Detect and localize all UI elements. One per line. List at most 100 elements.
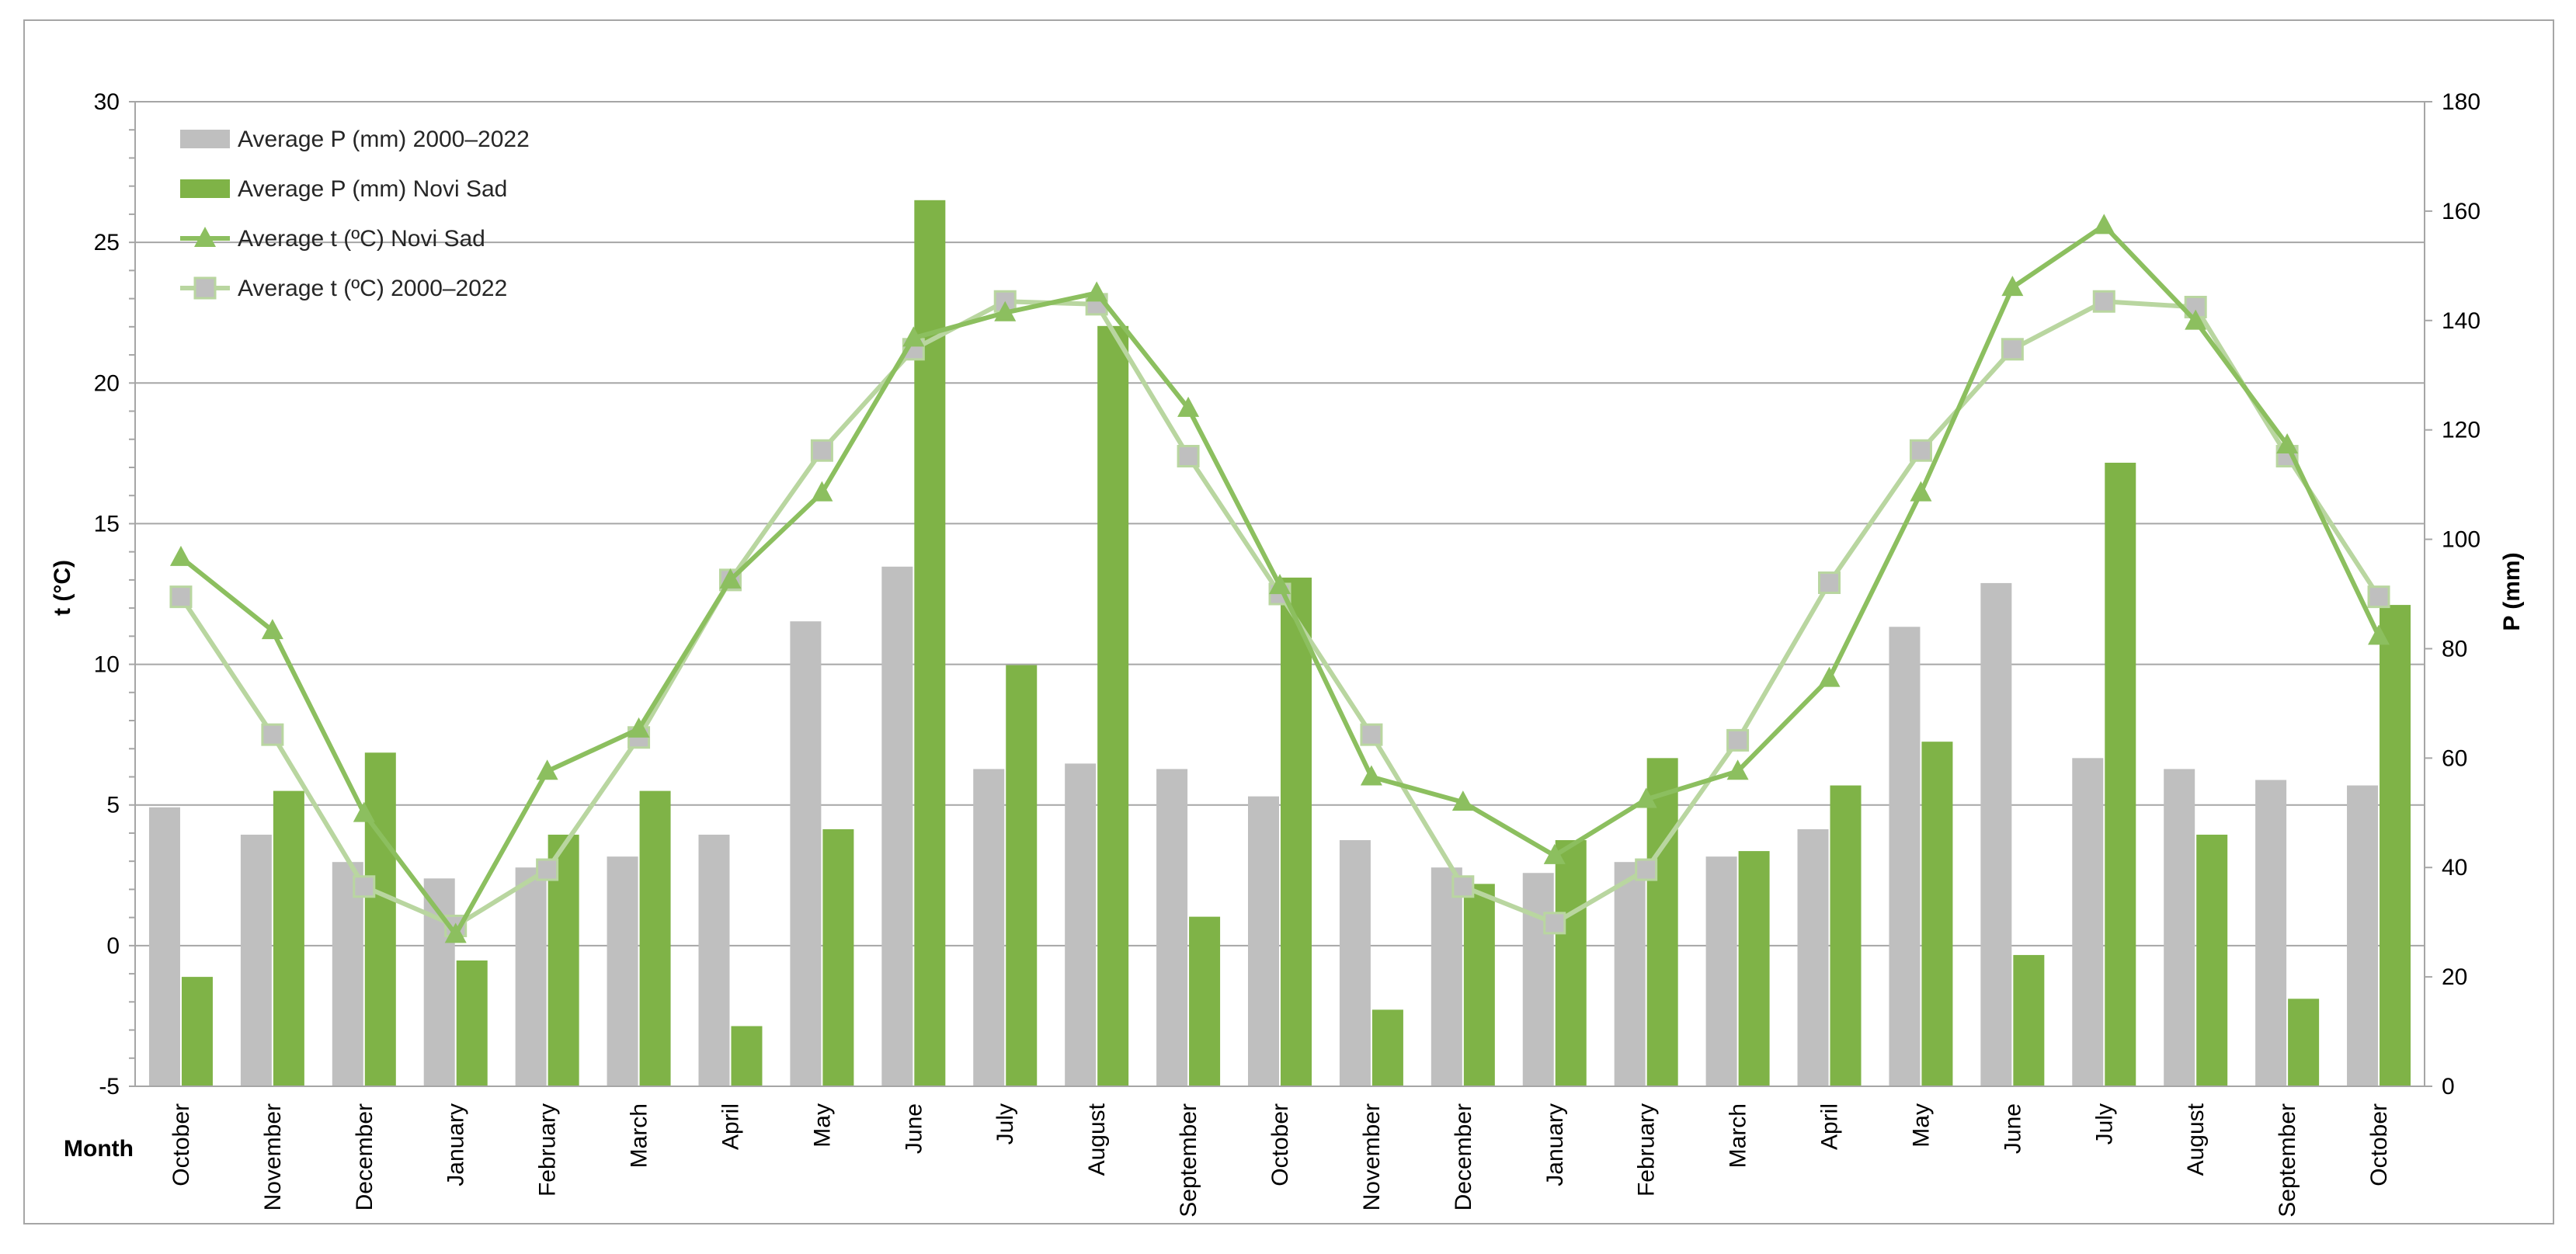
legend-label: Average t (ºC) 2000–2022 (238, 276, 507, 301)
y-right-tick-label: 20 (2442, 964, 2467, 990)
x-tick-label: October (169, 1103, 194, 1186)
bar-p-novi-sad (1371, 1009, 1403, 1086)
bar-p-2000-2022 (790, 621, 822, 1086)
point-t-novi-sad (169, 545, 192, 566)
point-t-novi-sad (1635, 787, 1657, 808)
bar-p-2000-2022 (515, 867, 547, 1086)
point-t-2000-2022 (1360, 723, 1383, 746)
bar-p-2000-2022 (2164, 769, 2195, 1086)
bar-p-novi-sad (1097, 325, 1129, 1086)
x-tick-label: May (1908, 1103, 1934, 1148)
bar-p-novi-sad (1555, 840, 1587, 1086)
point-t-2000-2022 (810, 439, 833, 462)
point-t-novi-sad (994, 300, 1017, 321)
point-t-2000-2022 (1635, 858, 1658, 881)
x-tick-label: July (993, 1103, 1018, 1145)
x-tick-label: April (718, 1103, 743, 1150)
point-t-novi-sad (536, 759, 558, 780)
bar-p-novi-sad (2105, 462, 2136, 1086)
point-t-novi-sad (2368, 624, 2390, 645)
point-t-2000-2022 (261, 723, 284, 746)
bar-p-2000-2022 (607, 856, 638, 1086)
legend-swatch (180, 130, 230, 148)
point-t-2000-2022 (1543, 912, 1566, 935)
bar-p-novi-sad (731, 1026, 763, 1086)
point-t-novi-sad (811, 481, 833, 502)
point-t-novi-sad (1177, 396, 1200, 417)
point-t-2000-2022 (1818, 571, 1841, 595)
bar-p-novi-sad (2288, 999, 2320, 1086)
bar-p-novi-sad (1006, 665, 1038, 1086)
bar-p-novi-sad (2196, 834, 2228, 1086)
point-t-novi-sad (444, 922, 467, 943)
bar-p-2000-2022 (1705, 856, 1737, 1086)
bar-p-novi-sad (1830, 785, 1862, 1086)
bar-p-novi-sad (639, 790, 671, 1086)
x-tick-label: October (1267, 1103, 1293, 1186)
bar-p-novi-sad (2380, 605, 2411, 1086)
bar-p-novi-sad (1189, 916, 1221, 1086)
bar-p-novi-sad (1921, 742, 1953, 1086)
point-t-2000-2022 (1726, 728, 1750, 752)
point-t-novi-sad (902, 326, 925, 347)
point-t-2000-2022 (536, 858, 559, 881)
point-t-novi-sad (1360, 765, 1382, 786)
y-right-tick-label: 40 (2442, 855, 2467, 881)
y-right-tick-label: 0 (2442, 1074, 2455, 1099)
point-t-novi-sad (1910, 481, 1932, 502)
point-t-novi-sad (261, 619, 283, 640)
bar-p-2000-2022 (1980, 582, 2012, 1086)
x-tick-label: June (2000, 1103, 2025, 1154)
point-t-novi-sad (2185, 309, 2207, 330)
legend-marker (193, 276, 217, 300)
chart-frame: -5 0 5 10 15 20 25 30 0 20 40 60 80 100 120 140 160 180 Oc… (23, 19, 2554, 1224)
bar-p-novi-sad (822, 828, 854, 1086)
x-tick-label: March (627, 1103, 652, 1168)
bar-p-2000-2022 (698, 834, 730, 1086)
line-layer (169, 214, 2390, 943)
y-right-tick-label: 60 (2442, 745, 2467, 771)
point-t-novi-sad (1543, 843, 1566, 864)
bar-p-2000-2022 (973, 769, 1005, 1086)
bar-p-2000-2022 (332, 862, 363, 1086)
x-tick-label: January (443, 1103, 469, 1186)
point-t-2000-2022 (2367, 585, 2390, 609)
y-left-tick-label: 0 (106, 933, 120, 959)
legend-label: Average P (mm) Novi Sad (238, 176, 507, 202)
point-t-2000-2022 (1451, 875, 1475, 898)
y-axis-right-title: P (mm) (2499, 552, 2525, 630)
y-left-tick-label: 20 (94, 370, 120, 396)
bar-p-2000-2022 (240, 834, 272, 1086)
x-tick-label: February (535, 1103, 561, 1197)
y-right-tick-label: 180 (2442, 89, 2480, 115)
point-t-novi-sad (1818, 666, 1841, 687)
y-right-tick-label: 120 (2442, 418, 2480, 443)
y-left-tick-label: 10 (94, 652, 120, 678)
x-tick-label: February (1634, 1103, 1660, 1197)
y-left-tick-label: -5 (99, 1074, 120, 1099)
bar-layer (148, 200, 2411, 1086)
bar-p-novi-sad (364, 752, 396, 1086)
x-tick-label: November (1359, 1103, 1385, 1211)
y-left-tick-label: 5 (106, 793, 120, 818)
point-t-2000-2022 (1177, 444, 1200, 467)
x-tick-label: September (1176, 1103, 1201, 1218)
y-right-tick-label: 80 (2442, 636, 2467, 662)
bar-p-2000-2022 (2255, 780, 2287, 1086)
bar-p-2000-2022 (1614, 862, 1646, 1086)
point-t-2000-2022 (2001, 338, 2024, 361)
bar-p-2000-2022 (1431, 867, 1462, 1086)
x-tick-label: April (1817, 1103, 1843, 1150)
x-tick-label: March (1726, 1103, 1751, 1168)
bar-p-2000-2022 (1797, 828, 1829, 1086)
x-tick-label: December (352, 1103, 377, 1211)
point-t-novi-sad (1269, 574, 1291, 595)
point-t-2000-2022 (353, 875, 376, 898)
bar-p-2000-2022 (148, 807, 180, 1086)
bar-p-2000-2022 (2072, 758, 2104, 1086)
point-t-2000-2022 (1909, 439, 1932, 462)
bar-p-novi-sad (1646, 758, 1678, 1086)
x-tick-label: August (2183, 1103, 2209, 1176)
bar-p-novi-sad (181, 977, 213, 1086)
y-right-tick-label: 100 (2442, 527, 2480, 553)
